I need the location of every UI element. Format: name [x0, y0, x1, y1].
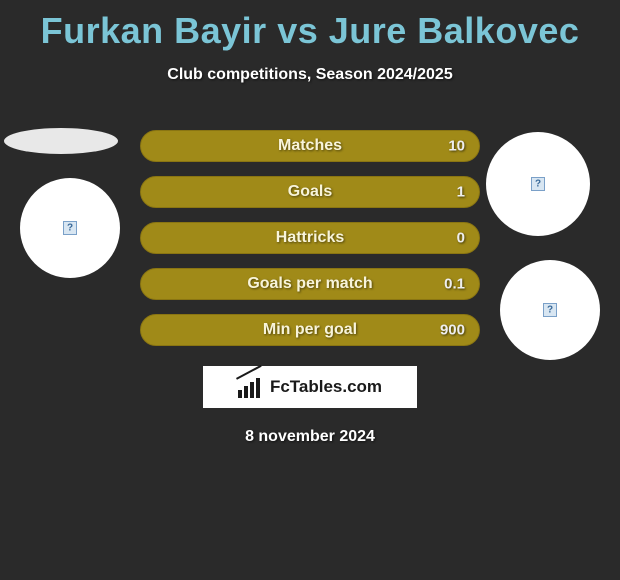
stat-value: 1: [457, 184, 465, 201]
stat-label: Goals: [288, 183, 332, 201]
image-placeholder-icon: [531, 177, 545, 191]
stat-value: 900: [440, 322, 465, 339]
stat-bar-goals: Goals 1: [140, 176, 480, 208]
page-subtitle: Club competitions, Season 2024/2025: [0, 66, 620, 84]
image-placeholder-icon: [543, 303, 557, 317]
watermark-text: FcTables.com: [270, 377, 382, 397]
comparison-chart: Matches 10 Goals 1 Hattricks 0 Goals per…: [0, 130, 620, 350]
stat-label: Hattricks: [276, 229, 344, 247]
player-photo-oval-top-left: [4, 128, 118, 154]
image-placeholder-icon: [63, 221, 77, 235]
date-label: 8 november 2024: [0, 428, 620, 446]
bar-chart-icon: [238, 376, 264, 398]
stat-value: 10: [448, 138, 465, 155]
player-photo-bottom-right: [500, 260, 600, 360]
stat-bar-goals-per-match: Goals per match 0.1: [140, 268, 480, 300]
player-photo-left: [20, 178, 120, 278]
stat-label: Matches: [278, 137, 342, 155]
stat-bar-hattricks: Hattricks 0: [140, 222, 480, 254]
player-photo-top-right: [486, 132, 590, 236]
page-title: Furkan Bayir vs Jure Balkovec: [0, 10, 620, 52]
stat-value: 0.1: [444, 276, 465, 293]
stat-bar-matches: Matches 10: [140, 130, 480, 162]
stat-label: Min per goal: [263, 321, 357, 339]
stat-value: 0: [457, 230, 465, 247]
stat-bar-min-per-goal: Min per goal 900: [140, 314, 480, 346]
stat-label: Goals per match: [247, 275, 372, 293]
watermark: FcTables.com: [203, 366, 417, 408]
